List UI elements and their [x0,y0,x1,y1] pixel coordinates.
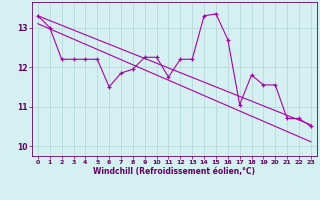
X-axis label: Windchill (Refroidissement éolien,°C): Windchill (Refroidissement éolien,°C) [93,167,255,176]
